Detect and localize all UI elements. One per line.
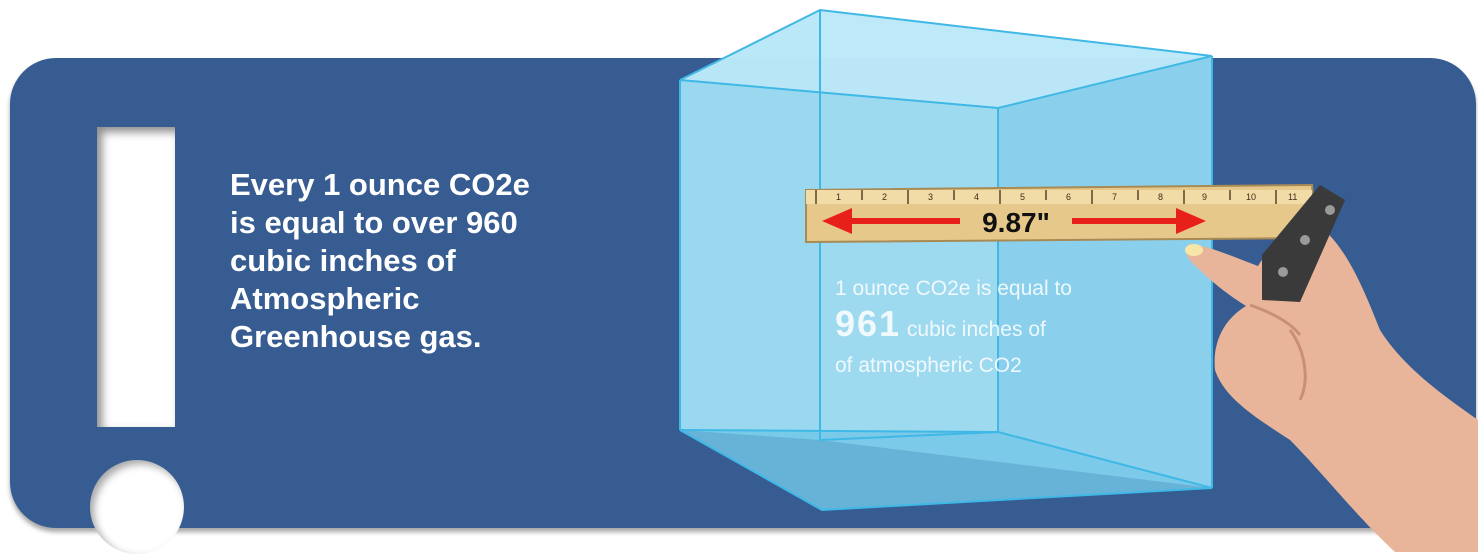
- exclamation-bar: [97, 127, 175, 427]
- ruler-tick-label: 7: [1112, 192, 1117, 202]
- cube-caption-line3: of atmospheric CO2: [835, 354, 1022, 377]
- cube-right-face: [998, 56, 1212, 488]
- hand-illustration: [1185, 215, 1478, 552]
- ruler-tick-label: 2: [882, 192, 887, 202]
- cube-caption-number: 961: [835, 303, 902, 344]
- fact-line: Every 1 ounce CO2e: [230, 167, 530, 202]
- measurement-arrow: [822, 208, 1206, 234]
- cube-caption-line1: 1 ounce CO2e is equal to: [835, 277, 1072, 300]
- fact-line: Greenhouse gas.: [230, 319, 482, 354]
- ruler-tick-label: 6: [1066, 192, 1071, 202]
- ruler-tick-label: 11: [1288, 192, 1297, 202]
- ruler-tick-label: 9: [1202, 192, 1207, 202]
- fact-line: is equal to over 960: [230, 205, 518, 240]
- fact-line: cubic inches of: [230, 243, 456, 278]
- ruler-tick-label: 3: [928, 192, 933, 202]
- exclamation-dot: [90, 460, 184, 554]
- ruler-tick-label: 10: [1246, 192, 1256, 202]
- ruler-tick-label: 4: [974, 192, 979, 202]
- ruler-tick-label: 1: [836, 192, 841, 202]
- ruler-tick-label: 8: [1158, 192, 1163, 202]
- measurement-label: 9.87": [982, 207, 1050, 238]
- ruler-illustration: 1 2 3 4 5 6 7 8 9 10 11 9.87": [805, 183, 1345, 302]
- cube-caption-line2: cubic inches of: [906, 318, 1046, 341]
- cube-top-face: [680, 10, 1212, 108]
- cube-bottom-face: [680, 430, 1212, 510]
- ruler-tick-label: 5: [1020, 192, 1025, 202]
- cube-caption: 1 ounce CO2e is equal to 961 cubic inche…: [835, 275, 1072, 379]
- cube-front-face: [680, 80, 998, 432]
- fact-text: Every 1 ounce CO2e is equal to over 960 …: [230, 166, 610, 356]
- fact-line: Atmospheric: [230, 281, 420, 316]
